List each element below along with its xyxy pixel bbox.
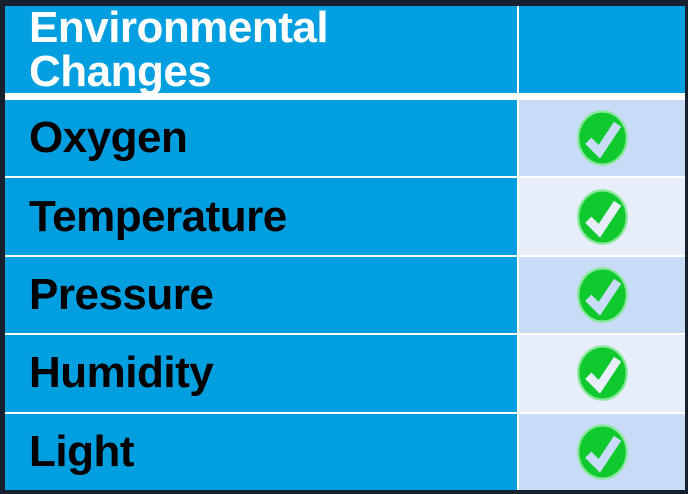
row-label: Oxygen xyxy=(5,100,517,177)
table-row: Pressure xyxy=(5,256,685,334)
status-cell xyxy=(519,335,685,412)
table-row: Humidity xyxy=(5,335,685,412)
header-status-cell xyxy=(519,6,685,93)
check-circle-icon xyxy=(576,188,628,245)
table-row: Light xyxy=(5,413,685,491)
check-circle-icon xyxy=(576,424,628,480)
row-label: Light xyxy=(5,413,517,491)
status-cell xyxy=(519,256,685,334)
status-cell xyxy=(519,100,685,177)
table-row: Temperature xyxy=(5,178,685,255)
status-cell xyxy=(519,178,685,255)
status-cell xyxy=(519,413,685,491)
environmental-changes-table: Environmental Changes Oxygen Temperature… xyxy=(5,5,685,491)
check-circle-icon xyxy=(576,110,628,166)
row-label: Temperature xyxy=(5,178,517,255)
row-label: Humidity xyxy=(5,335,517,412)
check-circle-icon xyxy=(576,267,628,323)
row-label: Pressure xyxy=(5,256,517,334)
check-circle-icon xyxy=(576,345,628,402)
table-row: Oxygen xyxy=(5,100,685,177)
table-title: Environmental Changes xyxy=(5,5,517,93)
table-header-row: Environmental Changes xyxy=(5,5,685,93)
